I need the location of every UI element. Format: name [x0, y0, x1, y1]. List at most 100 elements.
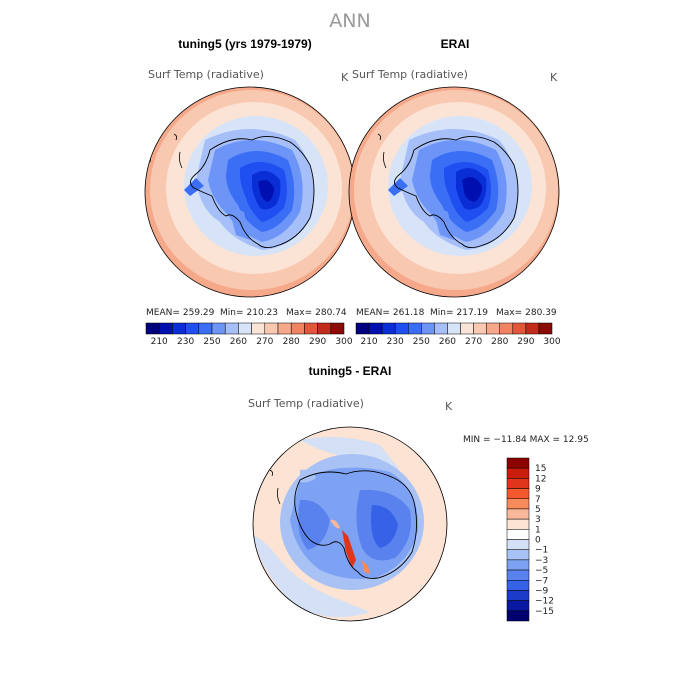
colorbar-swatch: [264, 322, 279, 335]
colorbar-label: 280: [283, 337, 300, 347]
figure-title: ANN: [329, 10, 370, 32]
panel-diff-map-border: [252, 426, 448, 622]
colorbar-swatch: [145, 322, 160, 335]
colorbar-swatch: [304, 322, 318, 335]
colorbar-swatch: [506, 569, 530, 581]
colorbar-swatch: [381, 322, 396, 335]
colorbar-swatch: [486, 322, 500, 335]
colorbar-label: 250: [413, 337, 430, 347]
panel-model-variable: Surf Temp (radiative): [148, 68, 264, 81]
colorbar-swatch: [506, 488, 530, 499]
colorbar-swatch: [434, 322, 448, 335]
colorbar-swatch: [506, 590, 530, 601]
colorbar-swatch: [506, 467, 530, 479]
colorbar-label: −5: [535, 566, 548, 576]
colorbar-swatch: [506, 580, 530, 591]
colorbar-swatch: [473, 322, 487, 335]
colorbar-label: 15: [535, 464, 546, 474]
panel-obs-mean: MEAN= 261.18: [356, 308, 425, 318]
colorbar-swatch: [368, 322, 383, 335]
colorbar-swatch: [290, 322, 305, 335]
colorbar-swatch: [224, 322, 239, 335]
panel-obs-title: ERAI: [441, 37, 470, 51]
colorbar-swatch: [238, 322, 252, 335]
colorbar-swatch: [211, 322, 226, 335]
colorbar-label: 210: [151, 337, 168, 347]
colorbar-swatch: [525, 322, 540, 335]
colorbar-label: 1: [535, 525, 541, 535]
colorbar-label: 230: [177, 337, 194, 347]
colorbar-swatch: [421, 322, 435, 335]
colorbar-swatch: [198, 322, 213, 335]
colorbar-label: 7: [535, 495, 541, 505]
colorbar-swatch: [355, 322, 370, 335]
panel-model-units: K: [341, 71, 349, 84]
colorbar-label: 290: [309, 337, 326, 347]
colorbar-swatch: [460, 322, 474, 335]
colorbar-label: 280: [491, 337, 508, 347]
colorbar-label: 230: [387, 337, 404, 347]
panel-obs-min: Min= 217.19: [430, 308, 488, 318]
panel-diff-title: tuning5 - ERAI: [309, 364, 392, 378]
colorbar-label: 290: [517, 337, 534, 347]
colorbar-swatch: [506, 478, 530, 489]
panel-obs-map-border: [348, 86, 560, 298]
panel-obs: ERAI Surf Temp (radiative) K MEAN= 261.18…: [348, 37, 561, 347]
colorbar-swatch: [506, 539, 530, 550]
colorbar-label: 300: [335, 337, 352, 347]
colorbar-label: −12: [535, 597, 554, 607]
panel-obs-max: Max= 280.39: [496, 308, 557, 318]
colorbar-swatch: [506, 498, 530, 510]
colorbar-swatch: [499, 322, 514, 335]
panel-diff-minmax: MIN = −11.84 MAX = 12.95: [463, 435, 589, 445]
colorbar-label: 3: [535, 515, 541, 525]
panel-model-map: [145, 87, 355, 297]
colorbar-swatch: [251, 322, 266, 335]
colorbar-swatch: [330, 322, 345, 335]
colorbar-swatch: [506, 518, 530, 530]
panel-diff-variable: Surf Temp (radiative): [248, 397, 364, 410]
colorbar-swatch: [512, 322, 527, 335]
colorbar-swatch: [538, 322, 553, 335]
colorbar-swatch: [506, 508, 530, 520]
panel-model-colorbar: 210 230 250 260 270 280 290 300: [145, 322, 353, 347]
colorbar-label: −15: [535, 607, 554, 617]
panel-model-min: Min= 210.23: [220, 308, 278, 318]
colorbar-swatch: [317, 322, 332, 335]
panel-obs-units: K: [550, 71, 558, 84]
colorbar-swatch: [506, 529, 530, 540]
colorbar-label: −9: [535, 586, 549, 596]
panel-model-title: tuning5 (yrs 1979-1979): [178, 37, 311, 51]
panel-obs-map: [349, 87, 559, 297]
colorbar-swatch: [172, 322, 186, 335]
panel-diff: tuning5 - ERAI Surf Temp (radiative) K M…: [248, 364, 589, 622]
colorbar-label: −1: [535, 546, 548, 556]
panel-obs-variable: Surf Temp (radiative): [352, 68, 468, 81]
panel-diff-units: K: [445, 400, 453, 413]
colorbar-label: 270: [256, 337, 273, 347]
colorbar-label: −7: [535, 576, 548, 586]
colorbar-label: 300: [543, 337, 560, 347]
panel-obs-colorbar: 210 230 250 260 270 280 290 300: [355, 322, 561, 347]
colorbar-label: 12: [535, 474, 546, 484]
colorbar-swatch: [408, 322, 422, 335]
colorbar-label: −3: [535, 556, 548, 566]
panel-model: tuning5 (yrs 1979-1979) Surf Temp (radia…: [144, 37, 356, 347]
colorbar-swatch: [158, 322, 173, 335]
colorbar-label: 250: [203, 337, 220, 347]
colorbar-label: 260: [230, 337, 247, 347]
colorbar-label: 0: [535, 536, 541, 546]
colorbar-swatch: [277, 322, 292, 335]
colorbar-label: 270: [465, 337, 482, 347]
colorbar-swatch: [506, 457, 530, 469]
panel-model-max: Max= 280.74: [286, 308, 347, 318]
colorbar-swatch: [506, 600, 530, 612]
colorbar-swatch: [447, 322, 461, 335]
colorbar-label: 5: [535, 505, 541, 515]
colorbar-label: 210: [360, 337, 377, 347]
panel-diff-map: [253, 427, 447, 621]
colorbar-swatch: [394, 322, 409, 335]
colorbar-swatch: [506, 559, 530, 571]
